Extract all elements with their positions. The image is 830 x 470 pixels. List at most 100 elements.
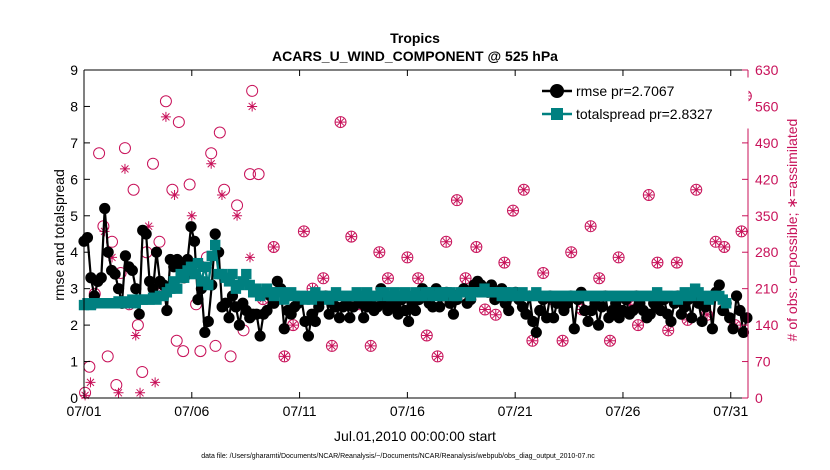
obs-assimilated-marker — [80, 390, 91, 401]
obs-assimilated-marker — [326, 340, 337, 351]
obs-assimilated-marker — [605, 335, 616, 346]
rmse-point — [209, 228, 221, 240]
obs-assimilated-marker — [318, 273, 329, 284]
obs-assimilated-marker — [186, 210, 197, 221]
obs-possible-marker — [252, 168, 265, 181]
obs-assimilated-marker — [113, 387, 124, 398]
obs-possible-marker — [183, 178, 196, 191]
obs-assimilated-marker — [288, 320, 299, 331]
y-tick-label: 0 — [70, 390, 78, 406]
obs-possible-marker — [420, 329, 433, 342]
obs-assimilated-marker — [691, 184, 702, 195]
rmse-point — [596, 301, 608, 313]
obs-assimilated-marker — [527, 335, 538, 346]
totalspread-point — [203, 279, 214, 291]
rmse-point — [686, 312, 698, 324]
x-tick-label: 07/01 — [66, 403, 101, 419]
obs-possible-marker — [345, 230, 358, 243]
obs-possible-marker — [670, 256, 683, 269]
obs-assimilated-marker — [382, 273, 393, 284]
obs-possible-marker — [101, 350, 114, 363]
obs-possible-marker — [267, 241, 280, 254]
obs-assimilated-marker — [652, 257, 663, 268]
obs-possible-marker — [517, 183, 530, 196]
rmse-point — [102, 246, 114, 258]
obs-assimilated-marker — [538, 268, 549, 279]
y-axis-label: rmse and totalspread — [51, 169, 67, 301]
obs-possible-marker — [478, 303, 491, 316]
obs-possible-marker — [172, 116, 185, 129]
y-tick-label: 9 — [70, 62, 78, 78]
y-tick-label: 5 — [70, 208, 78, 224]
y2-tick-label: 0 — [755, 390, 763, 406]
obs-possible-marker — [244, 168, 256, 181]
obs-possible-marker — [735, 225, 748, 238]
obs-possible-marker — [194, 345, 207, 358]
y-tick-label: 8 — [70, 98, 78, 114]
totalspread-point — [199, 261, 211, 272]
obs-possible-marker — [470, 241, 483, 254]
rmse-point — [434, 301, 446, 313]
totalspread-point — [223, 276, 235, 287]
obs-possible-marker — [364, 339, 377, 352]
rmse-point — [665, 315, 677, 328]
chart-subtitle: ACARS_U_WIND_COMPONENT @ 525 hPa — [272, 48, 558, 64]
obs-assimilated-marker — [169, 189, 180, 200]
rmse-point — [344, 312, 356, 324]
obs-assimilated-marker — [245, 252, 255, 263]
obs-possible-marker — [159, 95, 172, 108]
obs-assimilated-marker — [566, 247, 577, 258]
obs-possible-marker — [709, 235, 722, 248]
obs-possible-marker — [325, 339, 338, 352]
obs-assimilated-marker — [663, 325, 674, 336]
totalspread-point — [686, 290, 697, 302]
obs-possible-marker — [401, 251, 414, 264]
rmse-point — [534, 304, 546, 317]
obs-assimilated-marker — [279, 351, 290, 362]
obs-possible-marker — [489, 308, 502, 321]
obs-assimilated-marker — [374, 247, 385, 258]
obs-possible-marker — [565, 246, 578, 259]
obs-possible-marker — [118, 142, 131, 155]
y-tick-label: 1 — [70, 354, 78, 370]
obs-assimilated-marker — [736, 226, 747, 237]
obs-possible-marker — [224, 350, 237, 363]
obs-assimilated-marker — [346, 231, 357, 242]
totalspread-point — [192, 257, 204, 269]
y2-tick-label: 140 — [755, 317, 779, 333]
totalspread-point — [178, 272, 190, 283]
obs-assimilated-marker — [702, 309, 713, 320]
obs-assimilated-marker — [335, 117, 346, 128]
obs-possible-marker — [209, 339, 222, 352]
obs-assimilated-marker — [150, 377, 161, 388]
legend-box — [535, 77, 749, 129]
obs-possible-marker — [334, 116, 347, 129]
rmse-point — [706, 323, 718, 335]
rmse-point — [527, 315, 539, 328]
rmse-point — [140, 228, 152, 240]
rmse-point — [447, 308, 460, 320]
rmse-point — [119, 250, 132, 262]
rmse-point — [95, 272, 107, 284]
obs-possible-marker — [450, 194, 463, 207]
rmse-point — [109, 268, 121, 280]
rmse-point — [299, 315, 311, 328]
obs-assimilated-marker — [441, 236, 452, 247]
rmse-point — [192, 294, 204, 306]
totalspread-point — [172, 283, 183, 294]
obs-assimilated-marker — [365, 340, 376, 351]
rmse-point — [644, 308, 656, 320]
rmse-point — [161, 304, 173, 317]
legend-spread-label: totalspread pr=2.8327 — [576, 106, 713, 122]
obs-assimilated-marker — [119, 163, 130, 174]
totalspread-point — [189, 268, 200, 280]
y-tick-label: 2 — [70, 317, 78, 333]
obs-possible-marker — [412, 272, 425, 285]
obs-assimilated-marker — [643, 189, 654, 200]
rmse-point — [202, 315, 214, 328]
obs-assimilated-marker — [490, 309, 501, 320]
obs-assimilated-marker — [633, 320, 644, 331]
obs-assimilated-marker — [160, 111, 171, 122]
totalspread-point — [244, 279, 255, 291]
x-tick-label: 07/21 — [498, 403, 533, 419]
